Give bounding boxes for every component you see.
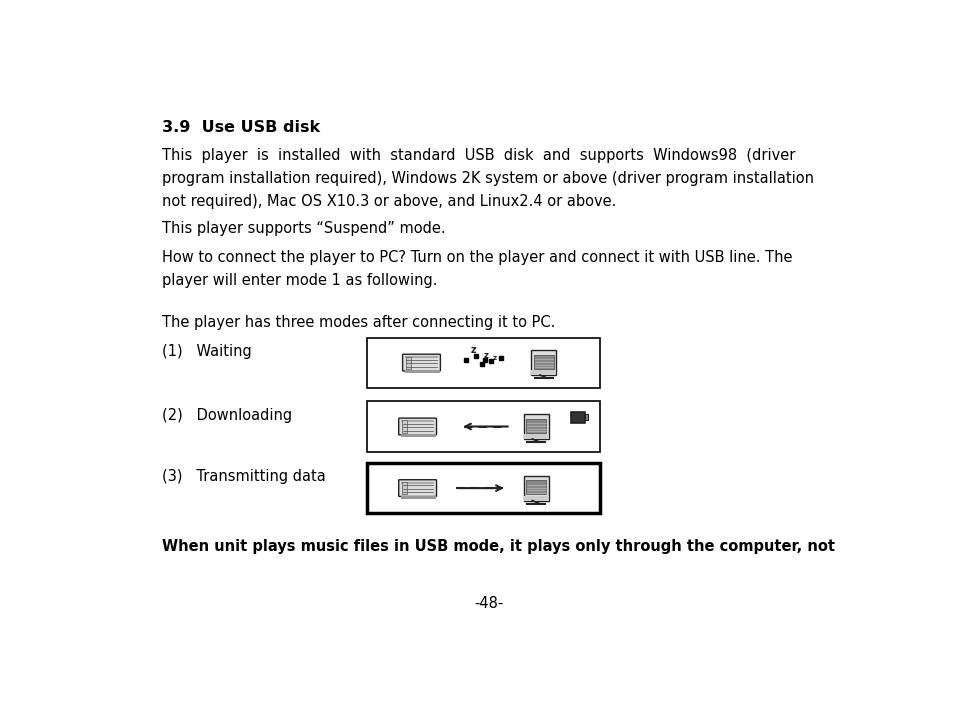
Text: player will enter mode 1 as following.: player will enter mode 1 as following.: [162, 273, 436, 288]
Text: -48-: -48-: [474, 596, 503, 611]
Bar: [400, 434, 436, 437]
Text: When unit plays music files in USB mode, it plays only through the computer, not: When unit plays music files in USB mode,…: [162, 538, 834, 554]
Bar: [533, 355, 554, 369]
FancyBboxPatch shape: [398, 418, 436, 435]
Bar: [400, 482, 434, 484]
Text: not required), Mac OS X10.3 or above, and Linux2.4 or above.: not required), Mac OS X10.3 or above, an…: [162, 194, 616, 209]
Text: (2)   Downloading: (2) Downloading: [162, 408, 292, 423]
Text: (3)   Transmitting data: (3) Transmitting data: [162, 469, 325, 484]
Bar: [405, 357, 411, 369]
Bar: [400, 420, 434, 423]
Bar: [531, 371, 556, 375]
FancyBboxPatch shape: [402, 355, 440, 371]
Bar: [404, 370, 439, 373]
Bar: [571, 412, 584, 423]
Text: z: z: [470, 345, 476, 355]
Bar: [523, 414, 548, 439]
Bar: [367, 338, 599, 388]
Text: z: z: [493, 355, 497, 362]
FancyBboxPatch shape: [398, 479, 436, 496]
Bar: [523, 435, 548, 439]
Bar: [401, 420, 407, 432]
Text: program installation required), Windows 2K system or above (driver program insta: program installation required), Windows …: [162, 171, 813, 186]
Text: The player has three modes after connecting it to PC.: The player has three modes after connect…: [162, 315, 555, 330]
Bar: [523, 476, 548, 501]
Bar: [401, 482, 407, 494]
Text: 3.9  Use USB disk: 3.9 Use USB disk: [162, 121, 319, 135]
Text: How to connect the player to PC? Turn on the player and connect it with USB line: How to connect the player to PC? Turn on…: [162, 250, 792, 265]
Text: This  player  is  installed  with  standard  USB  disk  and  supports  Windows98: This player is installed with standard U…: [162, 148, 795, 163]
Text: z: z: [483, 351, 488, 360]
Bar: [400, 496, 436, 498]
Bar: [525, 480, 546, 494]
Bar: [367, 463, 599, 513]
Text: (1)   Waiting: (1) Waiting: [162, 344, 252, 359]
Bar: [404, 357, 437, 359]
Text: This player supports “Suspend” mode.: This player supports “Suspend” mode.: [162, 221, 445, 237]
Bar: [525, 418, 546, 432]
Bar: [531, 350, 556, 375]
Bar: [367, 402, 599, 451]
Bar: [523, 496, 548, 501]
Bar: [584, 414, 587, 420]
